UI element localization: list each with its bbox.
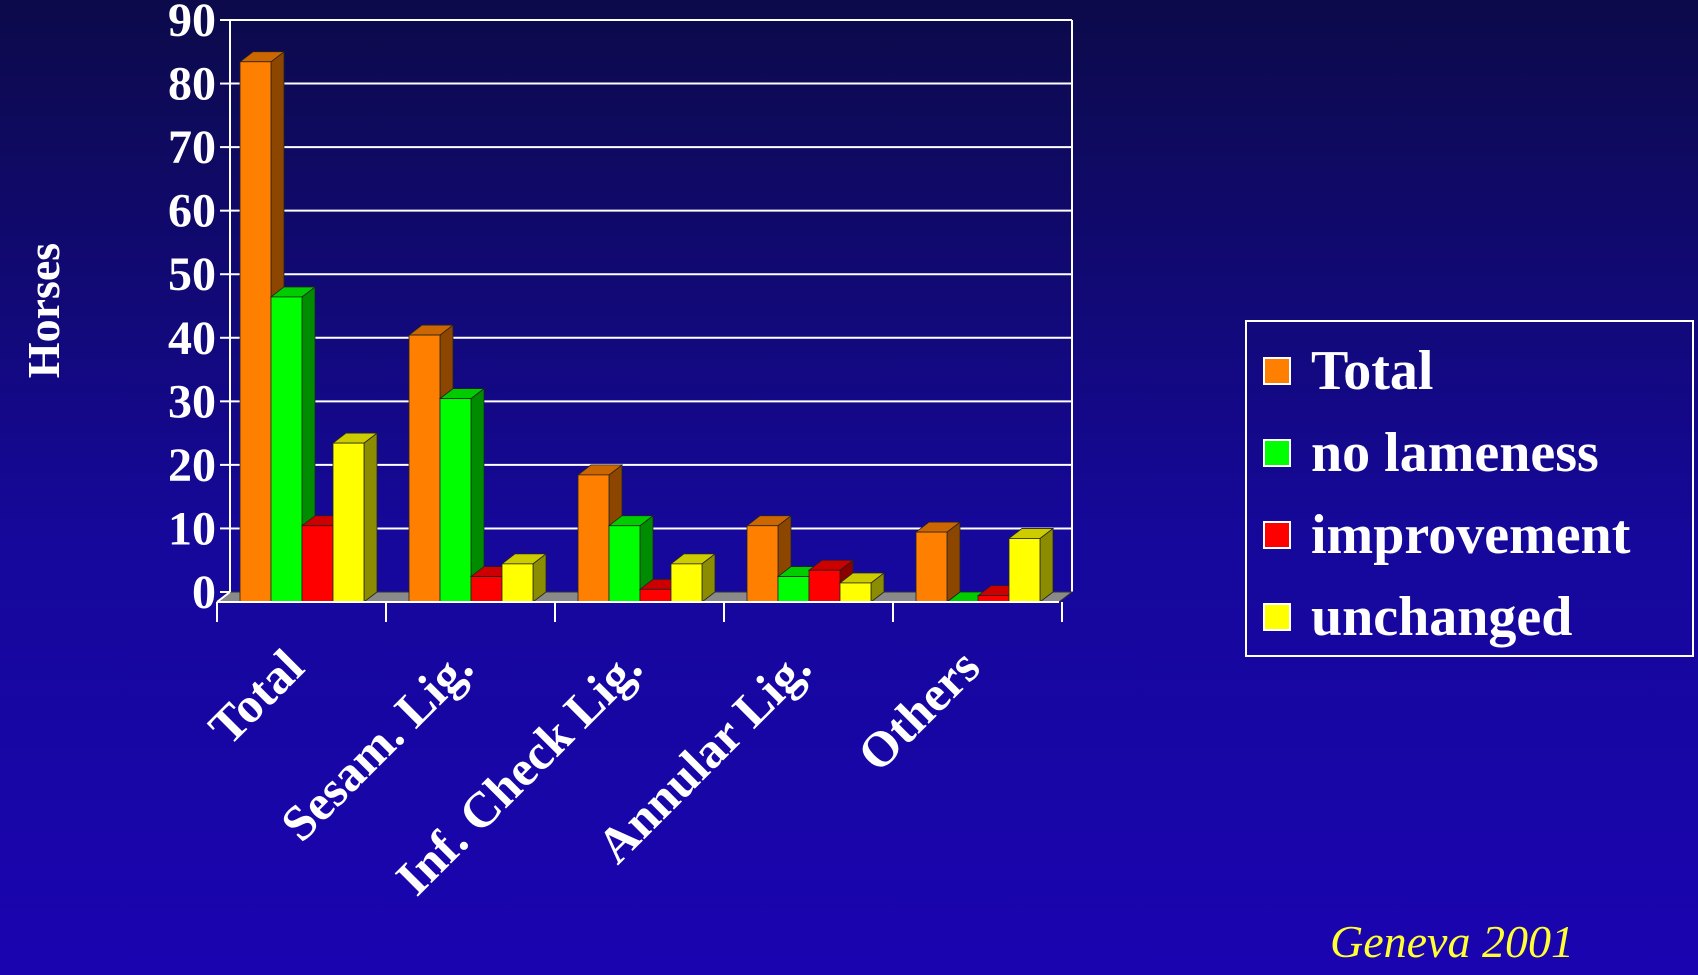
y-tick-label-40: 40 [168,312,216,365]
y-tick-label-80: 80 [168,58,216,111]
legend-swatch-improvement [1263,521,1291,549]
bar-front [239,61,272,603]
bar-front [270,296,303,603]
y-tick-label-20: 20 [168,439,216,492]
legend-label-no-lameness: no lameness [1311,422,1599,484]
y-tick-label-0: 0 [192,566,216,619]
bar-front [746,525,779,603]
bars [238,50,1055,603]
bar-front [608,525,641,603]
bar-front [639,588,672,603]
y-tick-label-30: 30 [168,375,216,428]
bar-3-3 [838,572,886,603]
y-tick-label-50: 50 [168,248,216,301]
bar-side [363,432,378,603]
bar-1-1 [438,387,486,603]
legend-swatch-no-lameness [1263,439,1291,467]
x-tick-label-0: Total [197,638,314,755]
bar-front [839,582,872,603]
bar-front [670,563,703,603]
bar-2-3 [669,553,717,603]
bar-front [408,334,441,603]
bar-2-1 [607,514,655,603]
legend-swatch-unchanged [1263,603,1291,631]
y-tick-label-90: 90 [168,0,216,47]
bar-front [577,474,610,603]
bar-0-3 [331,432,379,603]
y-axis-label-text: Horses [18,242,70,378]
axes [216,20,1059,603]
legend-item-no-lameness: no lameness [1263,418,1599,488]
bar-1-3 [500,553,548,603]
bar-front [470,576,503,603]
y-tick-label-60: 60 [168,185,216,238]
bar-front [439,398,472,603]
y-axis-label: Horses [14,200,74,420]
bar-side [1039,527,1054,603]
bar-front [1008,538,1041,603]
bar-front [777,576,810,603]
bar-4-0 [914,521,962,603]
y-tick-label-10: 10 [168,502,216,555]
bar-front [301,525,334,603]
legend-label-improvement: improvement [1311,504,1631,566]
bar-side [946,521,961,603]
bar-front [332,442,365,603]
bar-front [808,569,841,603]
legend-swatch-total [1263,357,1291,385]
legend: Total no lameness improvement unchanged [1245,320,1694,657]
y-tick-label-70: 70 [168,121,216,174]
bar-4-3 [1007,527,1055,603]
source-note: Geneva 2001 [1330,916,1574,967]
bar-front [915,531,948,603]
legend-item-unchanged: unchanged [1263,582,1572,652]
legend-item-improvement: improvement [1263,500,1630,570]
floor-left-edge [216,591,231,603]
legend-label-unchanged: unchanged [1311,586,1573,648]
bar-front [501,563,534,603]
legend-label-total: Total [1311,340,1434,402]
legend-item-total: Total [1263,336,1433,406]
x-tick-label-4: Others [847,638,991,782]
